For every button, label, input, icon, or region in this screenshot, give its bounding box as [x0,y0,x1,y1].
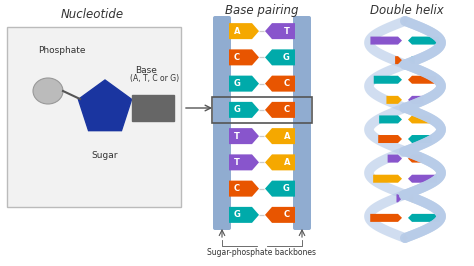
FancyArrow shape [396,194,402,202]
FancyArrow shape [229,49,259,65]
FancyArrow shape [404,17,408,25]
FancyArrow shape [408,76,436,84]
FancyArrow shape [379,115,402,123]
Text: T: T [234,158,240,167]
FancyArrow shape [408,214,440,222]
FancyArrow shape [408,194,413,202]
Text: C: C [234,53,240,62]
Text: T: T [284,27,290,36]
Text: (A, T, C or G): (A, T, C or G) [130,74,179,83]
FancyArrow shape [265,154,295,171]
Text: Base pairing: Base pairing [225,4,299,17]
FancyArrow shape [408,115,431,123]
Text: T: T [234,132,240,141]
Text: G: G [234,210,241,219]
FancyBboxPatch shape [213,16,231,230]
FancyArrow shape [408,155,422,163]
FancyArrow shape [373,175,402,183]
FancyBboxPatch shape [293,16,311,230]
Text: C: C [284,105,290,114]
FancyArrow shape [229,76,259,92]
FancyBboxPatch shape [7,27,181,207]
Text: Double helix: Double helix [370,4,444,17]
FancyArrow shape [265,76,295,92]
FancyArrow shape [408,175,437,183]
FancyArrow shape [408,56,415,64]
FancyArrow shape [408,135,432,143]
Polygon shape [78,80,132,131]
Text: G: G [234,105,241,114]
Text: Nucleotide: Nucleotide [61,8,124,21]
FancyArrow shape [265,181,295,197]
FancyArrow shape [404,234,408,242]
Text: G: G [283,184,290,193]
Text: G: G [283,53,290,62]
FancyArrow shape [374,76,402,84]
Text: Sugar-phosphate backbones: Sugar-phosphate backbones [208,248,317,257]
Text: Phosphate: Phosphate [38,46,85,55]
FancyArrow shape [265,49,295,65]
FancyArrow shape [408,37,439,45]
Text: C: C [234,184,240,193]
FancyArrow shape [229,207,259,223]
Text: C: C [284,79,290,88]
FancyArrow shape [229,23,259,39]
FancyBboxPatch shape [132,95,174,121]
FancyArrow shape [265,207,295,223]
FancyArrow shape [265,128,295,144]
FancyArrow shape [386,96,402,104]
FancyArrow shape [395,56,402,64]
FancyArrow shape [265,23,295,39]
FancyArrow shape [265,102,295,118]
FancyArrow shape [402,17,406,25]
Text: G: G [234,79,241,88]
Ellipse shape [33,78,63,104]
FancyArrow shape [370,214,402,222]
Text: Base: Base [135,66,157,75]
FancyArrow shape [378,135,402,143]
Text: A: A [283,158,290,167]
Text: C: C [284,210,290,219]
FancyArrow shape [370,37,402,45]
FancyArrow shape [408,96,424,104]
FancyArrow shape [229,154,259,171]
FancyArrow shape [229,102,259,118]
FancyArrow shape [229,128,259,144]
FancyArrow shape [402,234,406,242]
FancyArrow shape [388,155,402,163]
Text: Sugar: Sugar [92,151,118,160]
FancyArrow shape [229,181,259,197]
Text: A: A [234,27,240,36]
Text: A: A [283,132,290,141]
